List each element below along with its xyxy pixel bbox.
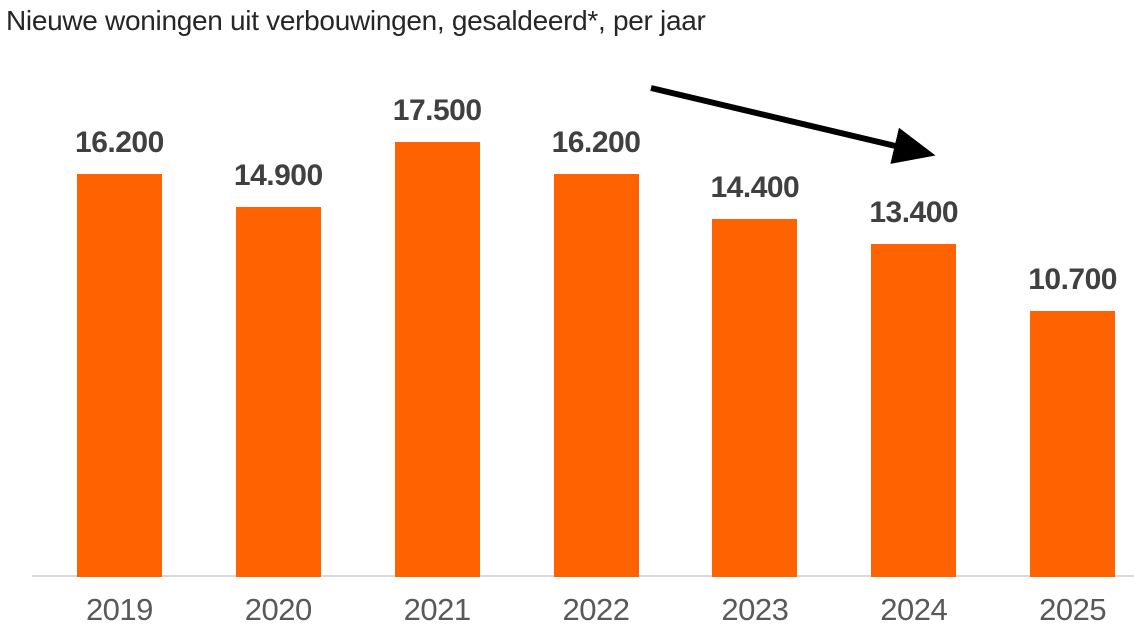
bar — [76, 174, 162, 577]
x-tick-label: 2024 — [880, 592, 948, 627]
bar — [712, 219, 798, 577]
bar-zone: 16.200 — [552, 90, 641, 577]
bar-zone: 13.400 — [869, 90, 959, 577]
value-label: 17.500 — [392, 94, 482, 127]
value-label: 13.400 — [869, 196, 959, 229]
value-label: 16.200 — [551, 126, 641, 159]
x-tick-label: 2019 — [85, 592, 153, 627]
x-tick-label: 2021 — [403, 592, 471, 627]
value-label: 14.400 — [710, 171, 800, 204]
bar — [871, 244, 957, 577]
chart-title: Nieuwe woningen uit verbouwingen, gesald… — [6, 5, 706, 36]
bar-zone: 10.700 — [1028, 90, 1117, 577]
x-tick-label: 2022 — [562, 592, 630, 627]
value-label: 10.700 — [1028, 263, 1117, 296]
bar — [235, 207, 321, 577]
bar — [1030, 311, 1116, 577]
bar-column-2024: 13.400 2024 — [834, 90, 993, 638]
value-label: 14.900 — [233, 159, 323, 192]
x-tick-label: 2025 — [1039, 592, 1107, 627]
bar-zone: 17.500 — [393, 90, 482, 577]
bar-zone: 14.900 — [234, 90, 323, 577]
bar-zone: 14.400 — [710, 90, 800, 577]
bars-container: 16.200 2019 14.900 2020 17.500 2021 16.200 2022… — [40, 90, 1134, 638]
x-tick-label: 2020 — [244, 592, 312, 627]
bar — [553, 174, 639, 577]
bar-column-2025: 10.700 2025 — [993, 90, 1134, 638]
bar-column-2020: 14.900 2020 — [199, 90, 358, 638]
x-tick-label: 2023 — [721, 592, 789, 627]
value-label: 16.200 — [75, 126, 164, 159]
bar-column-2023: 14.400 2023 — [675, 90, 834, 638]
bar — [394, 142, 480, 577]
bar-zone: 16.200 — [75, 90, 164, 577]
bar-column-2019: 16.200 2019 — [40, 90, 199, 638]
bar-column-2022: 16.200 2022 — [517, 90, 676, 638]
bar-column-2021: 17.500 2021 — [358, 90, 517, 638]
